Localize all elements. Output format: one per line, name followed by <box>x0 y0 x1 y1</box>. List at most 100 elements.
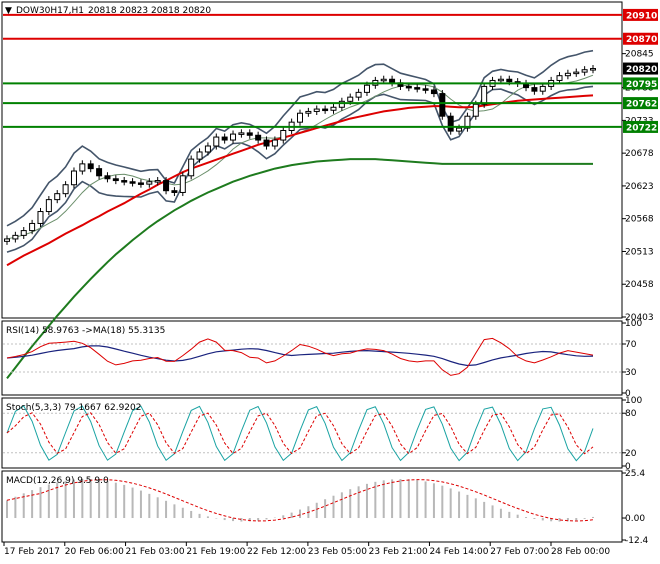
stoch-tick-label: 100 <box>625 396 642 406</box>
candle-body <box>196 151 203 160</box>
candle-body <box>271 139 278 147</box>
macd-tick-label: 0.00 <box>625 514 645 524</box>
stoch-tick-label: 80 <box>625 409 637 419</box>
candle-body <box>322 108 329 112</box>
sma-green-line <box>6 158 593 380</box>
x-tick-label: 23 Feb 21:00 <box>369 547 428 557</box>
price-level-tag <box>623 32 658 45</box>
candle-body <box>129 181 136 184</box>
candle-body <box>213 136 220 147</box>
candle-body <box>104 175 111 180</box>
macd-label: MACD(12,26,9) 9.5 9.0 <box>6 476 109 486</box>
macd-tick-label: 25.4 <box>625 469 645 479</box>
stoch-d-line <box>6 412 594 455</box>
candle-body <box>590 68 596 71</box>
candle-body <box>62 184 69 195</box>
candle-body <box>439 93 446 117</box>
candle-body <box>96 168 103 177</box>
candle-body <box>230 133 237 141</box>
rsi-line <box>6 337 594 376</box>
price-level-tag <box>623 62 658 75</box>
candle-body <box>37 211 44 224</box>
x-tick-label: 20 Feb 06:00 <box>65 547 124 557</box>
candle-body <box>188 158 195 177</box>
macd-tick-label: -12.4 <box>625 536 649 546</box>
price-level-tag <box>623 97 658 110</box>
candle-body <box>137 182 144 185</box>
x-axis: 17 Feb 2017 20 Feb 06:00 21 Feb 03:00 21 Fe… <box>3 542 610 557</box>
candle-body <box>146 181 153 185</box>
x-tick-label: 21 Feb 03:00 <box>126 547 185 557</box>
y-tick-label: 20513 <box>625 247 654 257</box>
candle-body <box>556 75 563 81</box>
candle-body <box>380 78 387 82</box>
candle-body <box>87 163 94 170</box>
candle-body <box>497 78 504 82</box>
price-level-tag <box>623 77 658 90</box>
price-level-label: 20722 <box>626 123 657 133</box>
candle-body <box>564 72 571 77</box>
candle-body <box>305 110 312 114</box>
candle-body <box>280 130 287 141</box>
candle-body <box>472 103 479 117</box>
rsi-panel-frame <box>1 320 623 396</box>
candle-body <box>238 132 245 135</box>
instrument-label: DOW30H17,H1 <box>16 6 84 16</box>
candle-body <box>456 127 463 132</box>
x-tick-label: 28 Feb 00:00 <box>551 547 610 557</box>
candle-body <box>263 139 270 147</box>
macd-panel-frame <box>1 470 623 543</box>
candle-body <box>405 85 412 89</box>
candle-body <box>204 145 211 153</box>
x-tick-label: 17 Feb 2017 <box>4 547 60 557</box>
band-upper-line <box>6 49 594 227</box>
candle-body <box>163 180 170 192</box>
y-tick-label: 20845 <box>625 50 654 60</box>
candle-body <box>481 85 488 105</box>
candle-body <box>221 136 228 141</box>
band-lower-line <box>6 85 594 253</box>
candle-body <box>79 163 86 172</box>
main-panel: 2040320458205132056820623206782073320788… <box>3 8 658 380</box>
price-level-label: 20762 <box>626 100 657 110</box>
x-tick-label: 23 Feb 05:00 <box>308 547 367 557</box>
candle-body <box>422 88 429 91</box>
price-level-label: 20910 <box>626 11 657 21</box>
macd-signal-line <box>6 479 594 522</box>
stoch-tick-label: 20 <box>625 449 637 459</box>
candle-body <box>12 234 19 240</box>
candle-body <box>539 85 546 92</box>
candle-body <box>54 193 61 201</box>
candle-body <box>20 230 27 236</box>
candle-body <box>338 100 345 108</box>
candle-body <box>45 199 52 213</box>
rsi-tick-label: 70 <box>625 340 637 350</box>
rsi-tick-label: 100 <box>625 319 642 329</box>
stoch-label: Stoch(5,3,3) 79.1667 62.9202 <box>6 403 141 413</box>
candle-body <box>4 238 10 242</box>
candle-body <box>581 69 588 73</box>
stoch-k-line <box>6 405 594 462</box>
x-tick-label: 27 Feb 07:00 <box>490 547 549 557</box>
y-tick-label: 20568 <box>625 215 654 225</box>
macd-panel: -12.4 0.00 25.4 <box>6 469 649 546</box>
candle-body <box>112 178 119 182</box>
candle-body <box>573 71 580 75</box>
candle-body <box>430 89 437 95</box>
candle-body <box>531 87 538 92</box>
candle-body <box>506 78 513 83</box>
candle-body <box>313 108 320 112</box>
price-level-label: 20870 <box>626 35 657 45</box>
candle-body <box>297 112 303 123</box>
candle-body <box>154 180 161 183</box>
candle-body <box>29 222 36 232</box>
candle-body <box>363 84 370 93</box>
candle-body <box>246 132 253 136</box>
candle-body <box>179 175 186 193</box>
candle-body <box>389 78 396 84</box>
candle-body <box>347 96 354 102</box>
x-tick-label: 24 Feb 14:00 <box>429 547 488 557</box>
rsi-tick-label: 0 <box>625 389 631 399</box>
